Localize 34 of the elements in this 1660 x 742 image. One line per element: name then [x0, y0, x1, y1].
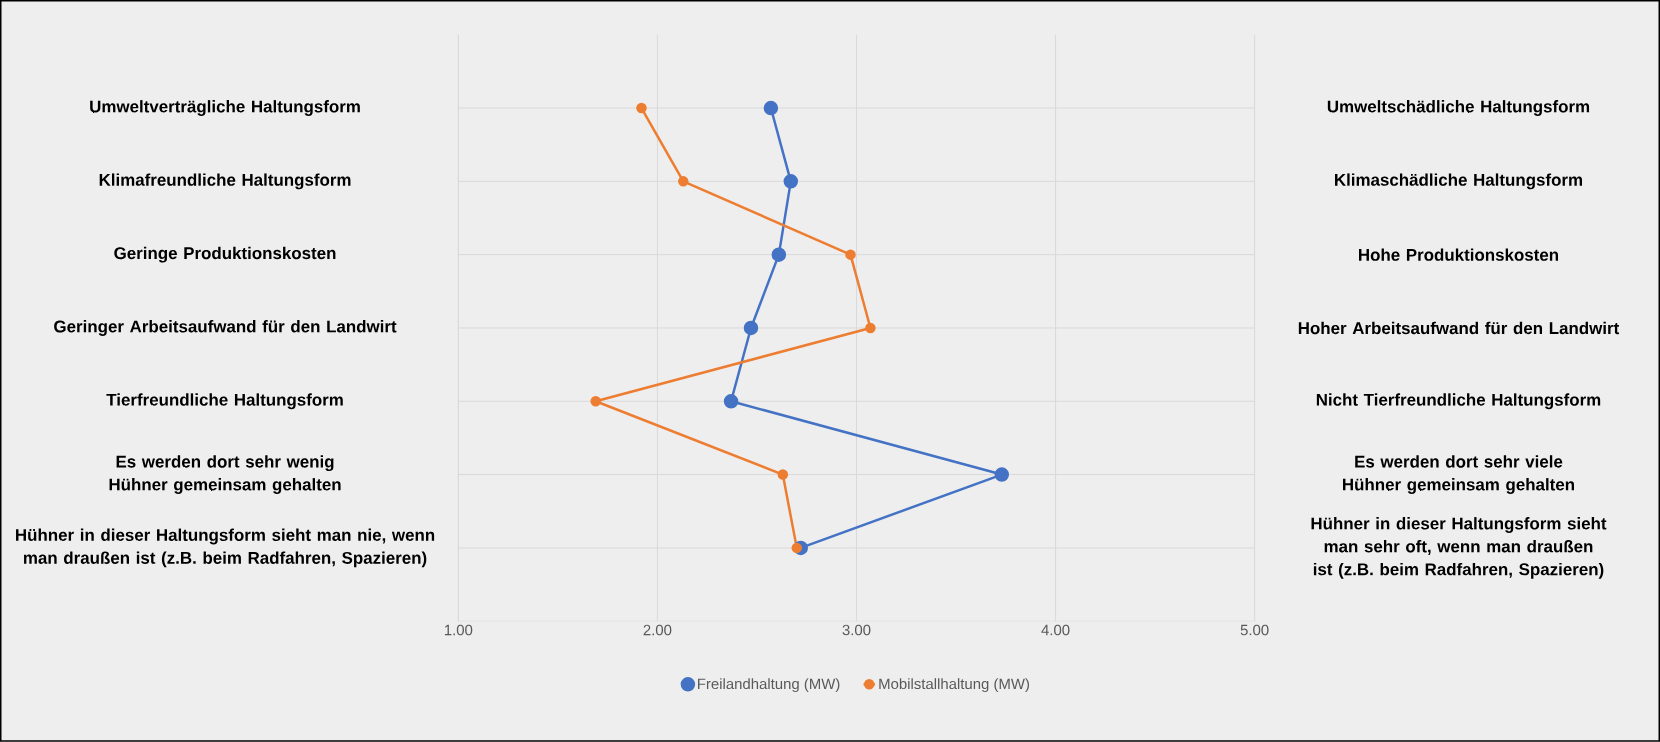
point	[845, 249, 856, 260]
point	[678, 176, 689, 187]
point	[783, 174, 799, 189]
y-tick-label: Geringe Produktionskosten	[114, 246, 336, 263]
x-tick-label: 1.00	[444, 624, 473, 636]
point	[723, 394, 739, 409]
y2-tick-label: Es werden dort sehr viele Hühner gemeinsam gehalten	[1343, 455, 1574, 495]
point	[865, 322, 876, 334]
x-tick-label: 2.00	[643, 624, 672, 636]
point	[771, 247, 787, 262]
point	[590, 396, 601, 407]
point	[743, 320, 759, 336]
y-tick-label: Es werden dort sehr wenig Hühner gemeinsam gehalten	[109, 455, 341, 495]
y-tick-label: Klimafreundliche Haltungsform	[99, 173, 351, 190]
y2-tick-label: Hoher Arbeitsaufwand für den Landwirt	[1298, 321, 1620, 335]
point	[777, 469, 789, 480]
point	[763, 100, 779, 116]
y-tick-label: Tierfreundliche Haltungsform	[106, 393, 343, 410]
x-tick-label: 4.00	[1041, 624, 1070, 636]
y2-tick-label: Umweltschädliche Haltungsform	[1327, 100, 1590, 117]
point	[791, 542, 803, 554]
y2-tick-label: Hühner in dieser Haltungsform sieht man sehr oft, wenn man draußen ist (z.B. beim Radfahren, Spazieren)	[1311, 517, 1607, 579]
y2-tick-label: Nicht Tierfreundliche Haltungsform	[1316, 393, 1601, 410]
y-tick-label: Hühner in dieser Haltungsform sieht man nie, wenn man draußen ist (z.B. beim Radfahren, Spazieren)	[16, 528, 435, 568]
y2-tick-label: Klimaschädliche Haltungsform	[1335, 173, 1582, 190]
x-tick-label: 3.00	[842, 624, 871, 636]
y2-tick-label: Hohe Produktionskosten	[1359, 248, 1559, 261]
legend-label: Mobilstallhaltung (MW)	[879, 678, 1030, 693]
y-tick-label: Umweltverträgliche Haltungsform	[90, 100, 360, 117]
y-tick-label: Geringer Arbeitsaufwand für den Landwirt	[54, 320, 397, 336]
point	[994, 467, 1010, 482]
x-tick-label: 5.00	[1240, 624, 1269, 636]
point	[636, 102, 647, 114]
legend-label: Freilandhaltung (MW)	[698, 678, 840, 693]
